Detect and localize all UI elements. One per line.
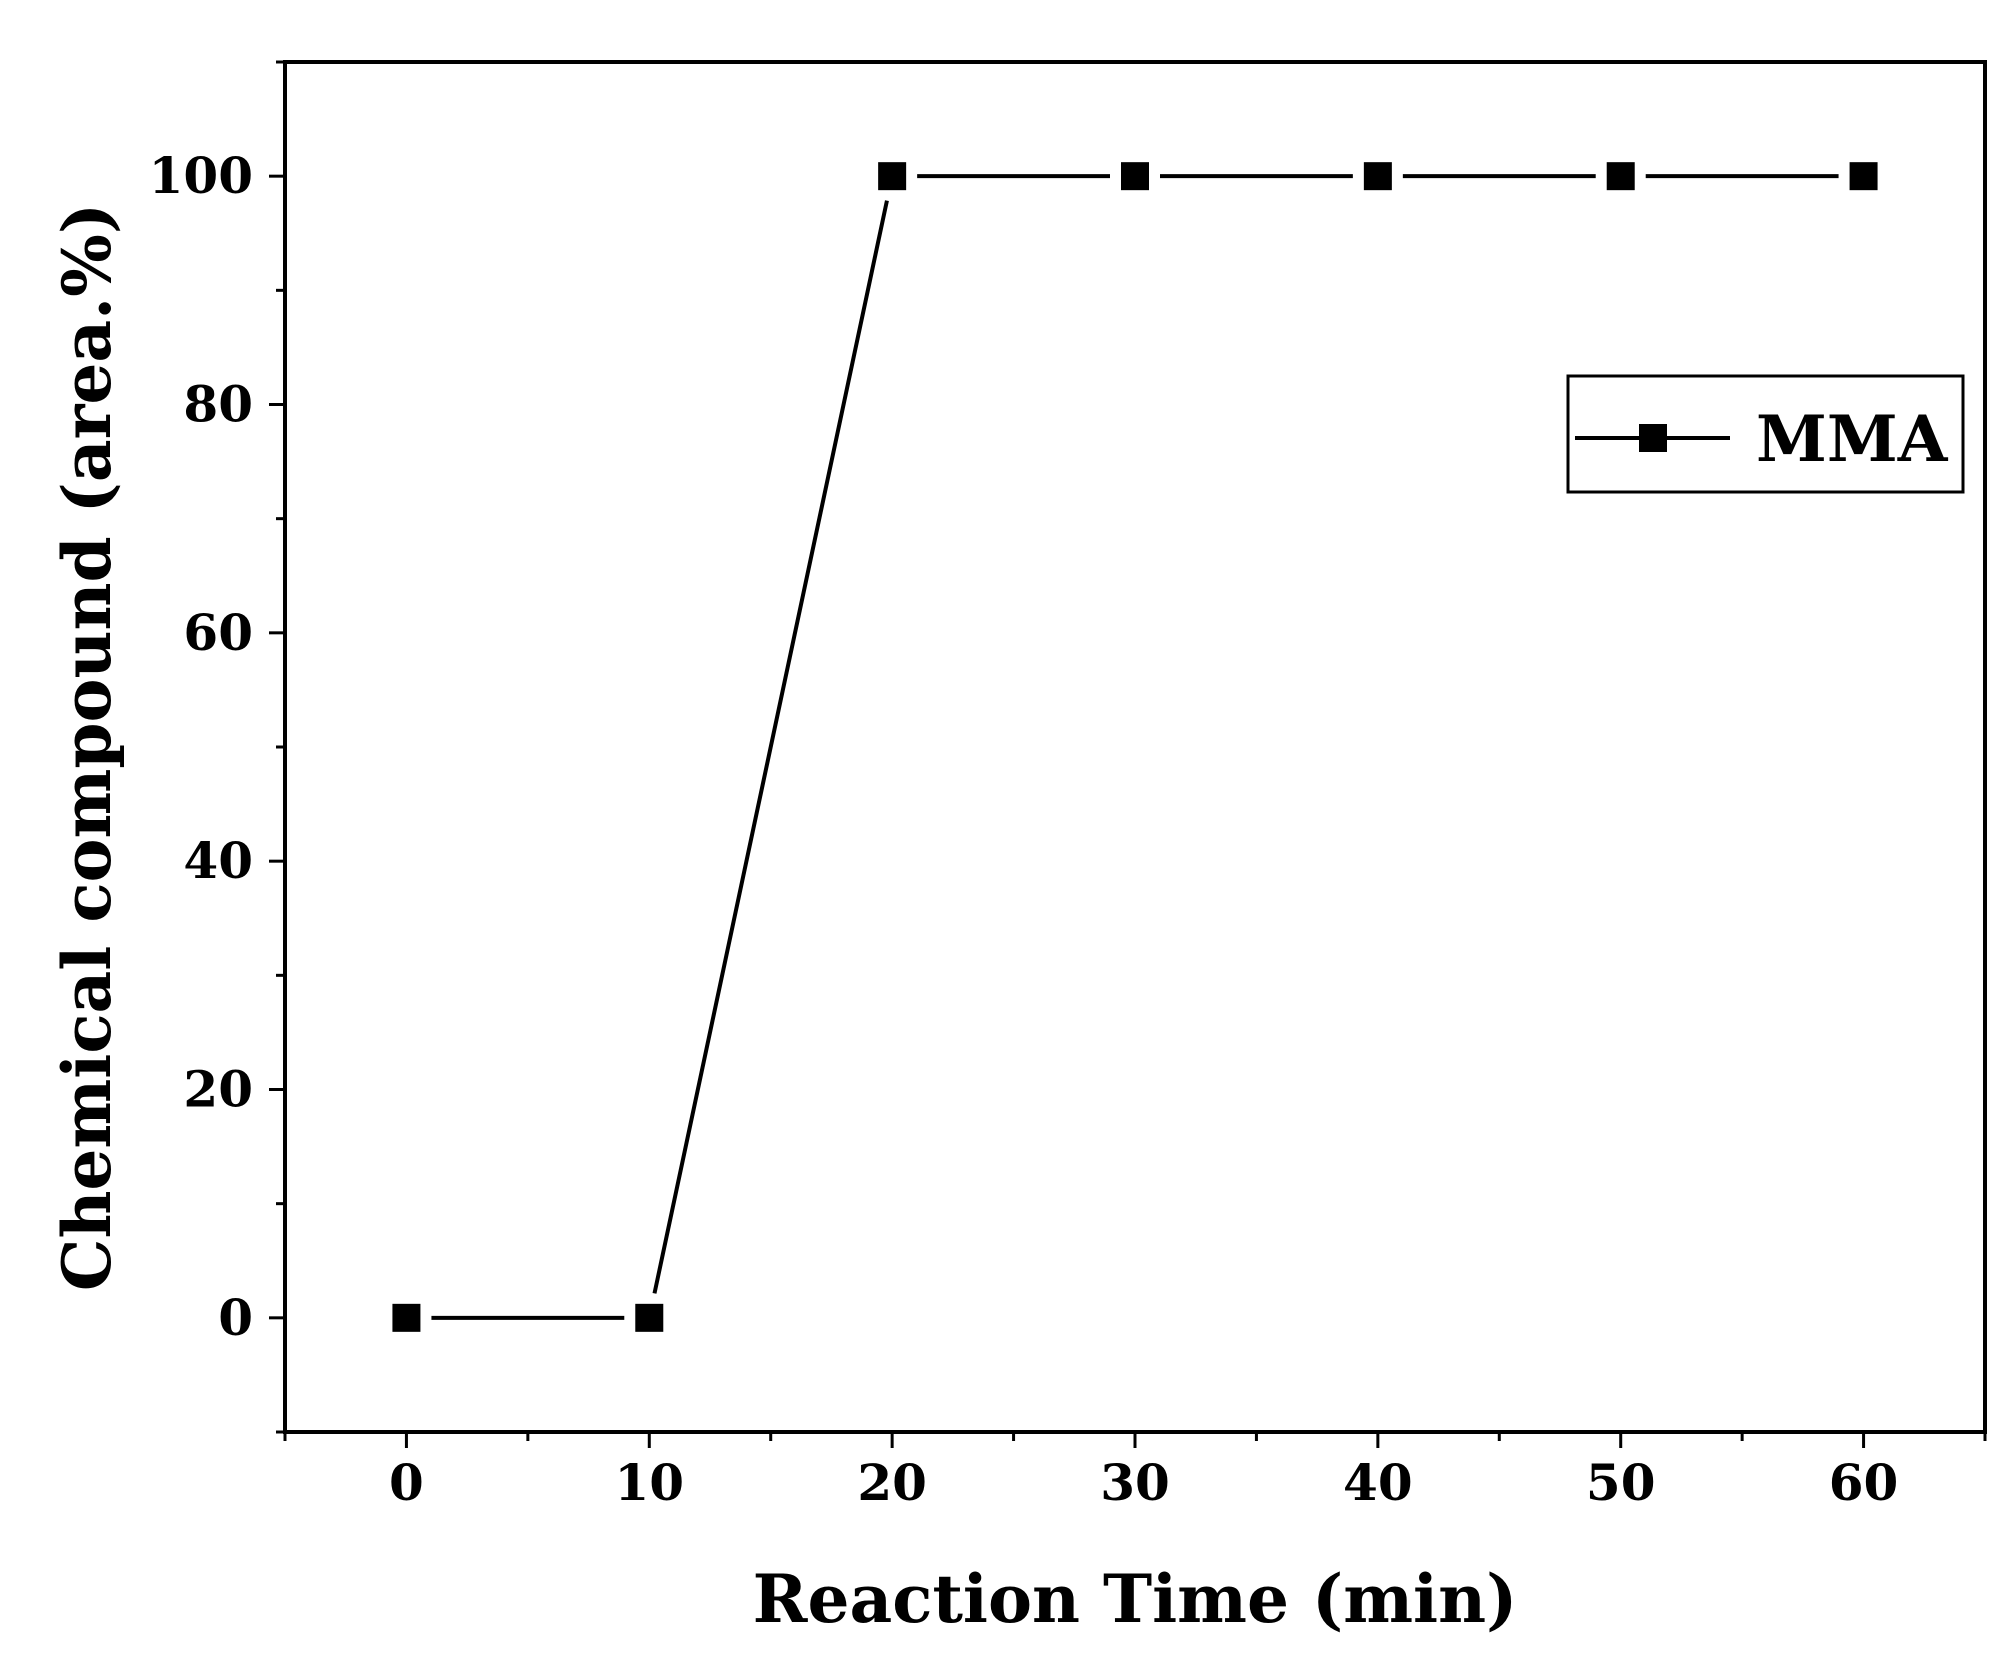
legend: MMA: [1566, 374, 1965, 494]
tick-layer: 0 10 20 30 40 50 60 0 20 40 60 80 100: [149, 60, 1987, 1512]
x-tick-label: 60: [1829, 1453, 1899, 1512]
data-point-marker: [392, 1303, 421, 1332]
series-layer: [392, 162, 1878, 1332]
x-tick-label: 50: [1586, 1453, 1656, 1512]
x-tick-label: 10: [614, 1453, 684, 1512]
legend-box: [1566, 374, 1965, 494]
x-axis-title: Reaction Time (min): [753, 1560, 1518, 1638]
x-tick-label: 40: [1343, 1453, 1413, 1512]
x-tick-label: 30: [1100, 1453, 1170, 1512]
y-tick-label: 20: [183, 1060, 253, 1119]
legend-label: MMA: [1756, 402, 1949, 477]
series-line-segment: [652, 200, 889, 1294]
x-tick-label: 20: [857, 1453, 927, 1512]
y-tick-label: 40: [183, 831, 253, 890]
data-point-marker: [1606, 162, 1635, 191]
data-point-marker: [635, 1303, 664, 1332]
y-tick-label: 0: [218, 1288, 253, 1347]
legend-marker: [1639, 424, 1667, 452]
x-tick-label: 0: [389, 1453, 424, 1512]
data-point-marker: [1363, 162, 1392, 191]
y-tick-label: 60: [183, 603, 253, 662]
plot-frame: [283, 60, 1987, 1434]
data-point-marker: [1121, 162, 1149, 191]
y-tick-label: 100: [149, 146, 253, 205]
y-axis-title: Chemical compound (area.%): [48, 203, 126, 1291]
data-point-marker: [1849, 162, 1878, 191]
data-point-marker: [878, 162, 907, 191]
y-tick-label: 80: [183, 375, 253, 434]
